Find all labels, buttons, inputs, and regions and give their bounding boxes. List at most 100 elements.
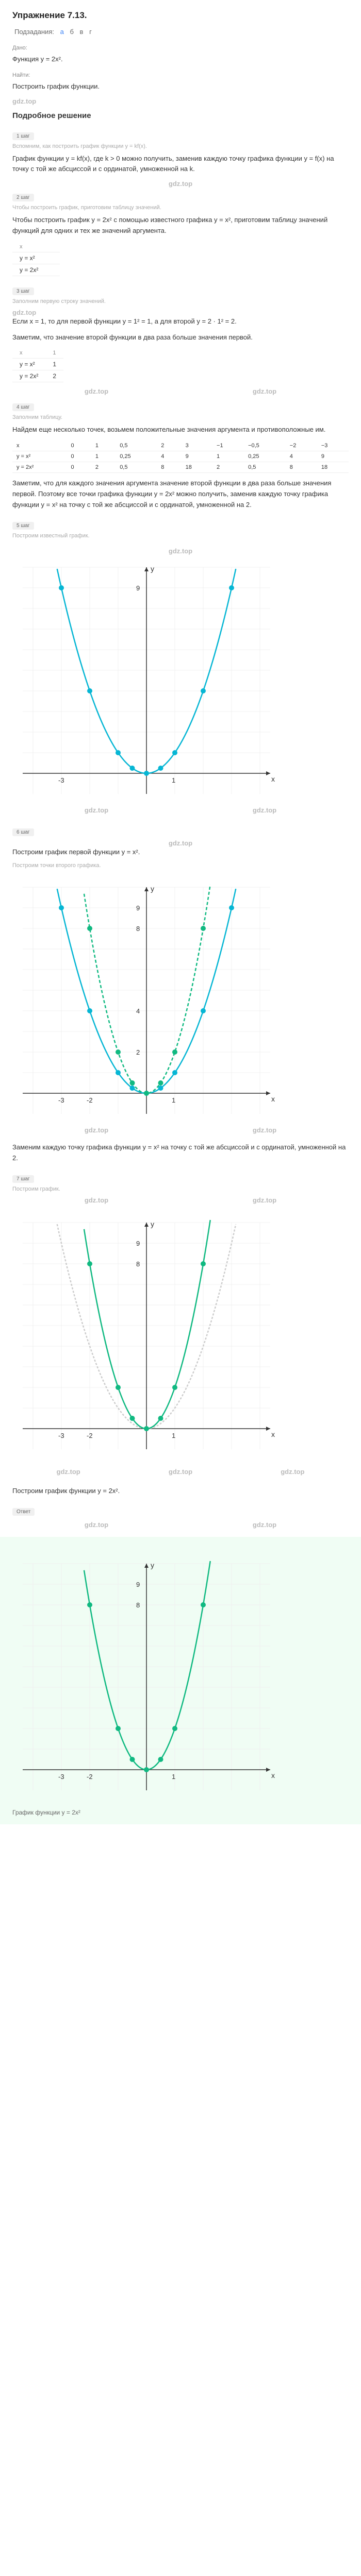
table-cell: 1 (45, 348, 63, 359)
svg-text:9: 9 (136, 1240, 140, 1247)
step-hint: Построим известный график. (12, 533, 349, 539)
watermark: gdz.top (253, 1521, 276, 1529)
table-cell: y = 2x² (12, 462, 67, 473)
svg-text:1: 1 (172, 1773, 175, 1781)
watermark: gdz.top (57, 1468, 80, 1476)
table-cell: 1 (91, 451, 116, 462)
svg-text:-2: -2 (87, 1773, 93, 1781)
answer-badge: Ответ (12, 1508, 35, 1516)
naiti-text: Построить график функции. (12, 81, 349, 92)
step-hint: Чтобы построить график, приготовим табли… (12, 205, 349, 211)
exercise-title: Упражнение 7.13. (12, 10, 349, 21)
svg-text:9: 9 (136, 904, 140, 912)
svg-text:9: 9 (136, 584, 140, 592)
table-cell: 0,5 (244, 462, 286, 473)
table-cell: 2 (212, 462, 244, 473)
chart-parabola-1: gdz.top xy-319 gdz.topgdz.top (12, 547, 349, 814)
table-header: x (12, 242, 45, 252)
watermark: gdz.top (12, 180, 349, 188)
subtasks-row: Подзадания: а б в г (12, 28, 349, 36)
table-values: x1 y = x²1 y = 2x²2 (12, 348, 63, 382)
table-cell: 4 (286, 451, 317, 462)
svg-text:-3: -3 (58, 1096, 64, 1104)
svg-text:-2: -2 (87, 1432, 93, 1439)
parabola-chart-final: xy-3-2189 (12, 1553, 281, 1801)
svg-text:x: x (271, 1771, 275, 1780)
table-cell: 2 (45, 370, 63, 382)
table-cell: 8 (286, 462, 317, 473)
svg-text:8: 8 (136, 1601, 140, 1609)
subtask-link[interactable]: г (89, 28, 92, 36)
watermark: gdz.top (169, 547, 192, 555)
parabola-chart-combined: xy-3-212489 (12, 877, 281, 1124)
table-cell: 3 (182, 440, 212, 451)
table-cell: 2 (91, 462, 116, 473)
table-cell: 0,25 (116, 451, 157, 462)
table-cell: 0,25 (244, 451, 286, 462)
table-cell: 18 (182, 462, 212, 473)
watermark: gdz.top (253, 1126, 276, 1134)
parabola-chart: xy-319 (12, 557, 281, 804)
step-text: Заменим каждую точку графика функции y =… (12, 1142, 349, 1164)
table-cell: 4 (157, 451, 181, 462)
svg-text:9: 9 (136, 1581, 140, 1588)
svg-text:8: 8 (136, 925, 140, 933)
table-cell: 18 (317, 462, 349, 473)
svg-text:-3: -3 (58, 1432, 64, 1439)
step-hint: Построим точки второго графика. (12, 862, 349, 869)
step-badge: 2 шаг (12, 194, 34, 201)
watermark: gdz.top (12, 839, 349, 847)
step-hint: Вспомним, как построить график функции y… (12, 143, 349, 149)
svg-text:x: x (271, 1430, 275, 1438)
table-cell: y = x² (12, 359, 45, 370)
svg-text:-3: -3 (58, 776, 64, 784)
table-cell: y = 2x² (12, 370, 45, 382)
svg-text:1: 1 (172, 1432, 175, 1439)
step-text: Если x = 1, то для первой функции y = 1²… (12, 316, 349, 327)
table-cell: 0 (67, 462, 91, 473)
step-badge: 5 шаг (12, 522, 34, 530)
step-hint: Построим график. (12, 1186, 349, 1192)
svg-text:2: 2 (136, 1048, 140, 1056)
table-cell: 0,5 (116, 440, 157, 451)
step-badge: 4 шаг (12, 403, 34, 411)
watermark: gdz.top (85, 1521, 108, 1529)
subtask-link[interactable]: б (70, 28, 73, 36)
dano-label: Дано: (12, 45, 349, 51)
svg-text:-2: -2 (87, 1096, 93, 1104)
parabola-chart-3: xy-3-2189 (12, 1212, 281, 1460)
watermark: gdz.top (253, 1196, 276, 1204)
table-cell: x (12, 348, 45, 359)
table-empty: x y = x² y = 2x² (12, 242, 60, 276)
naiti-label: Найти: (12, 72, 349, 78)
subtask-link[interactable]: в (80, 28, 84, 36)
table-cell: 9 (317, 451, 349, 462)
dano-text: Функция y = 2x². (12, 54, 349, 65)
watermark: gdz.top (85, 1126, 108, 1134)
watermark: gdz.top (281, 1468, 304, 1476)
table-cell: −0,5 (244, 440, 286, 451)
step-badge: 7 шаг (12, 1175, 34, 1183)
svg-text:4: 4 (136, 1007, 140, 1015)
result-text: График функции y = 2x² (12, 1809, 349, 1816)
watermark: gdz.top (85, 387, 108, 395)
svg-text:8: 8 (136, 1260, 140, 1268)
svg-text:x: x (271, 1095, 275, 1103)
step-hint: Заполним первую строку значений. (12, 298, 349, 304)
table-cell: 9 (182, 451, 212, 462)
watermark: gdz.top (12, 309, 349, 316)
svg-text:-3: -3 (58, 1773, 64, 1781)
step-text: Чтобы построить график y = 2x² с помощью… (12, 215, 349, 236)
table-cell: −2 (286, 440, 317, 451)
subtask-link[interactable]: а (60, 28, 64, 36)
step-hint: Заполним таблицу. (12, 414, 349, 420)
table-cell: −1 (212, 440, 244, 451)
chart-parabola-final: xy-3-2189 (12, 1553, 349, 1801)
step-badge: 6 шаг (12, 828, 34, 836)
table-full: x010,523−1−0,5−2−3 y = x²010,254910,2549… (12, 440, 349, 473)
table-cell: 8 (157, 462, 181, 473)
table-cell: 0 (67, 440, 91, 451)
chart-parabola-3: xy-3-2189 (12, 1212, 349, 1460)
watermark: gdz.top (12, 97, 349, 105)
svg-text:y: y (151, 885, 154, 893)
